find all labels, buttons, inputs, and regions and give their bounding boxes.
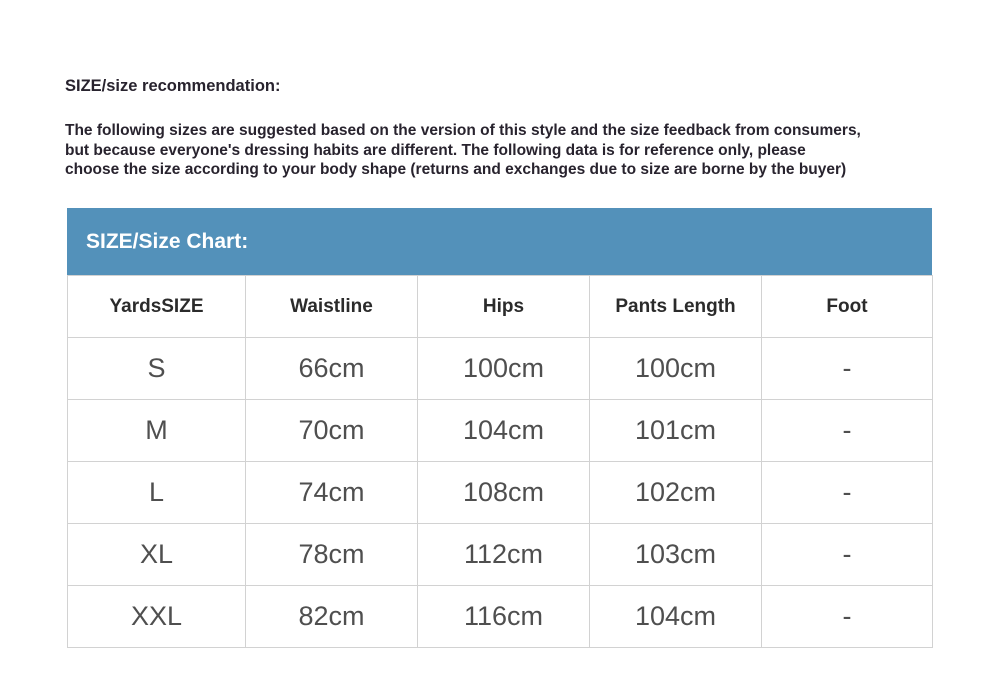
- cell-pants-length: 104cm: [589, 585, 762, 648]
- column-header-yards-size: YardsSIZE: [67, 275, 246, 338]
- table-row-size-m: M 70cm 104cm 101cm -: [67, 399, 933, 462]
- cell-size-label: S: [67, 337, 246, 400]
- cell-size-label: M: [67, 399, 246, 462]
- size-table-header-row: YardsSIZE Waistline Hips Pants Length Fo…: [67, 275, 933, 338]
- cell-hips: 100cm: [417, 337, 590, 400]
- cell-size-label: L: [67, 461, 246, 524]
- size-recommendation-paragraph: The following sizes are suggested based …: [65, 121, 861, 180]
- cell-foot: -: [761, 399, 933, 462]
- cell-hips: 108cm: [417, 461, 590, 524]
- table-row-size-xxl: XXL 82cm 116cm 104cm -: [67, 585, 933, 648]
- column-header-foot: Foot: [761, 275, 933, 338]
- table-row-size-xl: XL 78cm 112cm 103cm -: [67, 523, 933, 586]
- cell-waistline: 78cm: [245, 523, 418, 586]
- size-chart-section: SIZE/Size Chart: YardsSIZE Waistline Hip…: [67, 208, 933, 648]
- cell-pants-length: 102cm: [589, 461, 762, 524]
- cell-pants-length: 101cm: [589, 399, 762, 462]
- table-row-size-s: S 66cm 100cm 100cm -: [67, 337, 933, 400]
- size-chart-title-bar: SIZE/Size Chart:: [67, 208, 932, 275]
- cell-foot: -: [761, 585, 933, 648]
- paragraph-line-2: but because everyone's dressing habits a…: [65, 141, 806, 159]
- size-table: YardsSIZE Waistline Hips Pants Length Fo…: [67, 275, 933, 648]
- paragraph-line-3: choose the size according to your body s…: [65, 161, 847, 178]
- cell-size-label: XXL: [67, 585, 246, 648]
- column-header-hips: Hips: [417, 275, 590, 338]
- table-row-size-l: L 74cm 108cm 102cm -: [67, 461, 933, 524]
- cell-waistline: 66cm: [245, 337, 418, 400]
- cell-pants-length: 100cm: [589, 337, 762, 400]
- cell-foot: -: [761, 461, 933, 524]
- column-header-waistline: Waistline: [245, 275, 418, 338]
- size-chart-title: SIZE/Size Chart:: [86, 229, 249, 253]
- cell-hips: 112cm: [417, 523, 590, 586]
- size-recommendation-heading: SIZE/size recommendation:: [65, 77, 281, 95]
- cell-hips: 104cm: [417, 399, 590, 462]
- cell-waistline: 70cm: [245, 399, 418, 462]
- cell-foot: -: [761, 337, 933, 400]
- cell-hips: 116cm: [417, 585, 590, 648]
- cell-size-label: XL: [67, 523, 246, 586]
- paragraph-line-1: The following sizes are suggested based …: [65, 122, 861, 139]
- cell-waistline: 82cm: [245, 585, 418, 648]
- cell-waistline: 74cm: [245, 461, 418, 524]
- cell-foot: -: [761, 523, 933, 586]
- cell-pants-length: 103cm: [589, 523, 762, 586]
- column-header-pants-length: Pants Length: [589, 275, 762, 338]
